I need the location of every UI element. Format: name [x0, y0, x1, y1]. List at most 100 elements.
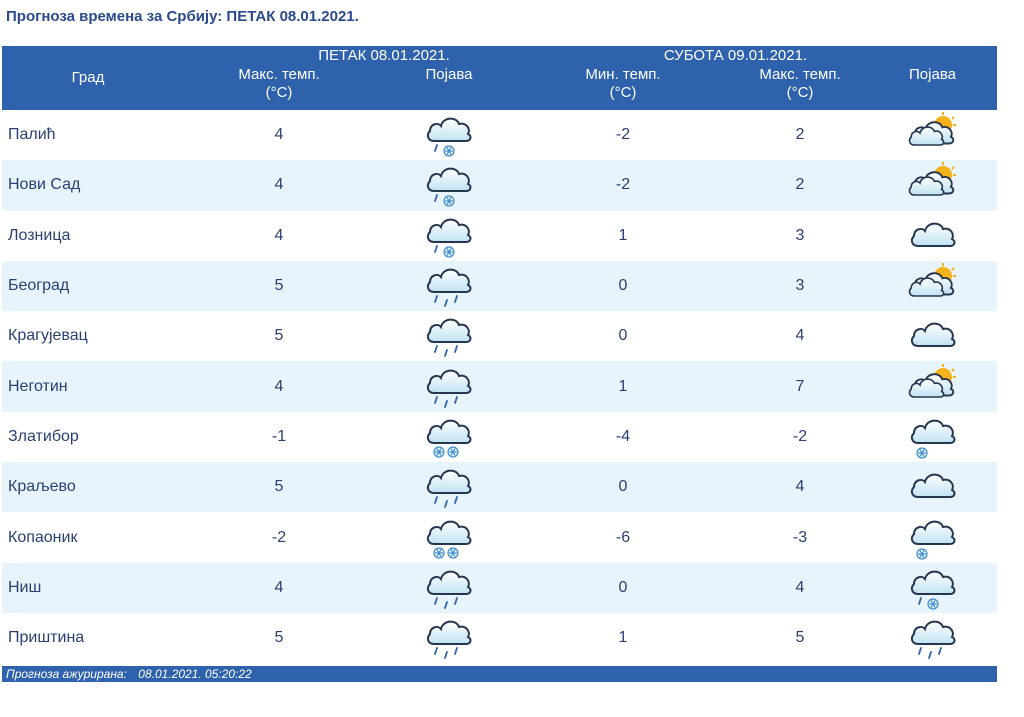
sun-behind-clouds-icon: [868, 363, 997, 411]
day2-header: СУБОТА 09.01.2021.: [663, 47, 808, 64]
sat-phenomenon-cell: [868, 211, 997, 261]
fri-phenomenon-cell: [384, 512, 514, 562]
footer-bar: Прогноза ажурирана: 08.01.2021. 05:20:22: [2, 666, 997, 682]
fri-phenomenon-cell: [384, 562, 514, 613]
sun-behind-clouds-icon: [868, 262, 997, 310]
sat-phenomenon-cell: [868, 311, 997, 361]
cloud-rain-icon: [384, 564, 514, 612]
table-row: Краљево 5 0 4: [2, 462, 997, 513]
fri-max-temp-cell: -2: [271, 528, 287, 546]
fri-phenomenon-cell: [384, 110, 514, 160]
city-cell: Нови Сад: [2, 160, 174, 211]
table-row: Копаоник -2 -6 -3: [2, 512, 997, 562]
footer-label: Прогноза ажурирана:: [6, 667, 127, 681]
page-title: Прогноза времена за Србију: ПЕТАК 08.01.…: [6, 8, 359, 25]
sun-behind-clouds-icon: [868, 161, 997, 209]
sat-min-temp-cell: -2: [615, 126, 631, 144]
sat-phenomenon-cell: [868, 412, 997, 462]
cloud-icon: [868, 312, 997, 360]
table-row: Неготин 4 1 7: [2, 361, 997, 412]
cloud-snow-icon: [384, 514, 514, 562]
sat-phenomenon-cell: [868, 160, 997, 211]
header-row: Град ПЕТАК 08.01.2021. Макс. темп. (°C) …: [2, 46, 997, 110]
sat-min-temp-cell: -6: [615, 528, 631, 546]
footer-timestamp: 08.01.2021. 05:20:22: [138, 667, 252, 681]
city-cell: Ниш: [2, 562, 174, 613]
sat-phenomenon-cell: [868, 613, 997, 663]
table-row: Палић 4 -2 2: [2, 110, 997, 160]
sat-min-temp-cell: 0: [514, 462, 732, 513]
fri-phenomenon-cell: [384, 361, 514, 412]
sun-behind-clouds-icon: [868, 111, 997, 159]
sat-min-temp-cell: 0: [514, 562, 732, 613]
cloud-light-snow-icon: [868, 514, 997, 562]
city-cell: Лозница: [8, 226, 71, 244]
cloud-rain-snow-icon: [384, 111, 514, 159]
city-cell: Београд: [2, 260, 174, 312]
fri-max-temp-cell: 4: [174, 562, 384, 613]
cloud-rain-icon: [384, 312, 514, 360]
cloud-icon: [868, 212, 997, 260]
sat-max-temp-cell: -3: [792, 528, 808, 546]
table-row: Приштина 5 1 5: [2, 613, 997, 663]
sat-phenomenon-cell: [868, 110, 997, 160]
sat-phenomenon-cell: [868, 361, 997, 412]
city-cell: Палић: [8, 126, 56, 144]
city-cell: Приштина: [8, 629, 85, 647]
sat-phenomenon-cell: [868, 562, 997, 613]
sat-min-temp-cell: 1: [618, 629, 628, 647]
fri-phenomenon-cell: [384, 412, 514, 462]
fri-max-temp-cell: 4: [274, 226, 284, 244]
sat-max-temp-cell: -2: [792, 427, 808, 445]
fri-max-temp-cell: 4: [174, 160, 384, 211]
sat-min-temp-cell: 0: [514, 260, 732, 312]
cloud-rain-snow-icon: [868, 564, 997, 612]
cloud-snow-icon: [384, 413, 514, 461]
city-column-header: Град: [2, 46, 174, 110]
fri-phenomenon-cell: [384, 160, 514, 211]
sat-min-temp-cell: -4: [615, 427, 631, 445]
city-cell: Копаоник: [8, 528, 78, 546]
cloud-rain-icon: [384, 363, 514, 411]
fri-max-temp-cell: 4: [174, 361, 384, 412]
fri-phenomenon-cell: [384, 462, 514, 513]
fri-max-temp-cell: 5: [174, 462, 384, 513]
cloud-rain-icon: [868, 614, 997, 662]
fri-phenomenon-cell: [384, 311, 514, 361]
cloud-rain-snow-icon: [384, 212, 514, 260]
table-row: Златибор -1 -4 -2: [2, 412, 997, 462]
sat-max-temp-cell: 4: [732, 462, 868, 513]
city-cell: Златибор: [8, 427, 79, 445]
cloud-rain-icon: [384, 614, 514, 662]
sat-min-temp-cell: -2: [514, 160, 732, 211]
sat-max-temp-cell: 7: [732, 361, 868, 412]
cloud-icon: [868, 463, 997, 511]
fri-max-temp-cell: 5: [274, 327, 284, 345]
day1-header: ПЕТАК 08.01.2021.: [318, 47, 450, 64]
city-cell: Краљево: [2, 462, 174, 513]
fri-max-temp-cell: 4: [274, 126, 284, 144]
fri-phenomenon-cell: [384, 613, 514, 663]
table-row: Београд 5 0 3: [2, 260, 997, 312]
fri-phenomenon-header: Појава: [425, 66, 473, 83]
sat-max-temp-cell: 3: [795, 226, 805, 244]
sat-min-temp-header: Мин. темп. (°C): [585, 66, 661, 101]
sat-max-temp-cell: 2: [795, 126, 805, 144]
cloud-light-snow-icon: [868, 413, 997, 461]
table-row: Нови Сад 4 -2 2: [2, 160, 997, 211]
sat-min-temp-cell: 0: [618, 327, 628, 345]
fri-max-temp-cell: 5: [274, 629, 284, 647]
table-row: Крагујевац 5 0 4: [2, 311, 997, 361]
sat-phenomenon-header: Појава: [909, 66, 956, 83]
forecast-table: Град ПЕТАК 08.01.2021. Макс. темп. (°C) …: [2, 46, 997, 663]
sat-min-temp-cell: 1: [514, 361, 732, 412]
fri-max-temp-header: Макс. темп. (°C): [238, 66, 320, 101]
cloud-rain-icon: [384, 262, 514, 310]
table-row: Ниш 4 0 4: [2, 562, 997, 613]
table-row: Лозница 4 1 3: [2, 211, 997, 261]
cloud-rain-snow-icon: [384, 161, 514, 209]
sat-max-temp-cell: 2: [732, 160, 868, 211]
sat-max-temp-cell: 4: [732, 562, 868, 613]
fri-phenomenon-cell: [384, 260, 514, 312]
city-cell: Неготин: [2, 361, 174, 412]
